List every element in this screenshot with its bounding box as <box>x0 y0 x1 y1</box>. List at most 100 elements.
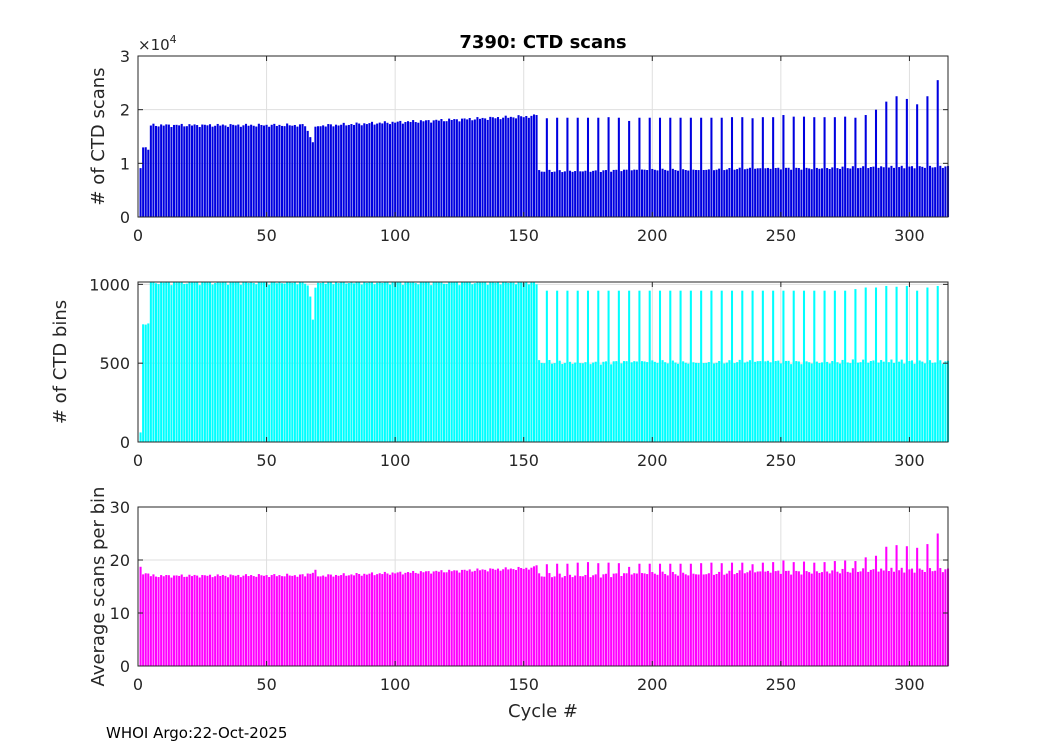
bar-bins <box>615 361 618 442</box>
bar-avg <box>412 570 415 666</box>
bar-scans <box>813 117 816 217</box>
bar-scans <box>754 168 757 217</box>
bar-scans <box>466 119 469 217</box>
bar-avg <box>167 575 170 666</box>
bar-bins <box>458 285 461 442</box>
bar-scans <box>923 167 926 217</box>
bar-scans <box>203 124 206 217</box>
bar-scans <box>694 169 698 217</box>
bar-scans <box>705 169 708 217</box>
bar-scans <box>283 126 286 217</box>
bar-scans <box>810 169 813 217</box>
bar-avg <box>496 568 500 666</box>
bar-avg <box>936 533 939 666</box>
bar-avg <box>478 570 482 666</box>
bar-avg <box>178 575 181 666</box>
bar-bins <box>489 282 492 442</box>
bar-scans <box>782 115 785 217</box>
bar-scans <box>676 170 680 217</box>
bar-avg <box>869 569 872 666</box>
bar-bins <box>864 287 867 442</box>
bar-scans <box>730 117 734 217</box>
bar-scans <box>831 167 834 217</box>
bar-bins <box>581 363 584 442</box>
x-tick-label: 300 <box>894 675 925 694</box>
bar-bins <box>746 361 749 442</box>
bar-avg <box>844 560 847 666</box>
bar-avg <box>895 545 898 666</box>
bar-avg <box>414 572 417 666</box>
bar-bins <box>792 290 795 442</box>
bar-bins <box>257 282 260 442</box>
bar-avg <box>219 576 222 666</box>
bar-bins <box>751 290 754 442</box>
bar-scans <box>692 169 695 217</box>
bar-scans <box>908 166 911 217</box>
bar-scans <box>445 121 448 217</box>
bar-bins <box>201 282 204 442</box>
bar-scans <box>345 125 348 217</box>
bar-scans <box>422 121 425 217</box>
bar-bins <box>412 282 415 442</box>
bar-scans <box>394 122 397 217</box>
bar-avg <box>800 574 803 666</box>
bar-scans <box>828 169 831 217</box>
bar-avg <box>208 574 212 666</box>
bar-avg <box>802 561 806 666</box>
bar-scans <box>826 168 829 217</box>
bar-bins <box>820 362 824 442</box>
bar-avg <box>679 563 682 666</box>
bar-scans <box>514 118 518 217</box>
bar-bins <box>643 361 646 442</box>
bar-scans <box>646 170 649 217</box>
footer-credit: WHOI Argo:22-Oct-2025 <box>106 724 288 742</box>
bar-avg <box>664 573 667 666</box>
bar-scans <box>226 126 230 217</box>
x-tick-label: 0 <box>133 675 143 694</box>
bar-scans <box>188 124 191 217</box>
bar-bins <box>329 282 332 442</box>
bar-bins <box>718 361 721 442</box>
bar-bins <box>880 360 883 442</box>
bar-scans <box>928 165 932 217</box>
bar-bins <box>383 282 386 442</box>
bar-bins <box>502 282 505 442</box>
bar-avg <box>340 575 343 666</box>
bar-scans <box>342 122 345 217</box>
bar-scans <box>221 124 224 217</box>
bar-avg <box>491 568 494 666</box>
bar-avg <box>401 574 404 666</box>
bar-avg <box>790 574 793 666</box>
bar-bins <box>900 359 903 442</box>
bar-scans <box>453 119 456 217</box>
bar-avg <box>486 571 489 666</box>
y-exponent-label: ×104 <box>138 33 177 54</box>
bar-bins <box>723 363 726 442</box>
bar-avg <box>489 568 492 666</box>
bar-scans <box>581 171 584 217</box>
bar-avg <box>520 568 523 666</box>
bar-scans <box>340 124 343 217</box>
bar-scans <box>548 169 551 217</box>
bar-scans <box>291 125 294 217</box>
bar-bins <box>823 290 826 442</box>
bar-scans <box>592 170 595 217</box>
bar-scans <box>931 167 934 217</box>
bar-avg <box>635 573 638 666</box>
bar-bins <box>252 282 255 442</box>
bar-avg <box>538 573 541 666</box>
bar-bins <box>802 290 806 442</box>
bar-bins <box>633 361 636 442</box>
bar-scans <box>612 169 615 217</box>
bar-bins <box>918 360 921 442</box>
bar-bins <box>651 360 654 442</box>
bar-bins <box>728 360 731 442</box>
bar-bins <box>669 290 672 442</box>
bar-bins <box>522 283 525 442</box>
bar-avg <box>476 568 479 666</box>
bar-avg <box>268 577 271 666</box>
bar-bins <box>892 362 896 442</box>
bar-scans <box>766 167 770 217</box>
bar-avg <box>826 571 829 666</box>
bar-avg <box>293 575 296 666</box>
